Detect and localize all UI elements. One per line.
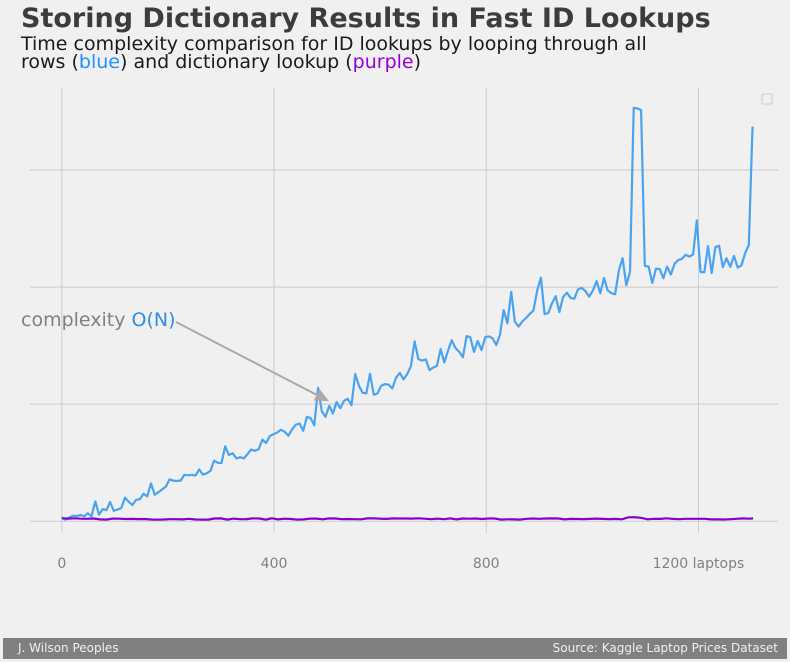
x-axis: 0 400 800 1200 laptops [57,556,744,572]
line-chart: 0 400 800 1200 laptops complexity O(N) [21,88,778,572]
subtitle-text-c: ) [413,51,422,73]
series-layer [61,106,755,521]
dict-lookup-series-line [61,516,754,521]
footer-bar: J. Wilson Peoples Source: Kaggle Laptop … [3,638,787,659]
grid [30,88,778,533]
chart-title: Storing Dictionary Results in Fast ID Lo… [21,3,711,34]
subtitle-text-a: rows ( [21,51,79,73]
x-tick-label: 800 [473,556,500,572]
loop-lookup-series-line [61,106,755,521]
legend-box [761,93,773,105]
subtitle-line-2: rows (blue) and dictionary lookup (purpl… [21,51,647,73]
annotation-text-a: complexity [21,309,132,331]
subtitle-blue-word: blue [78,51,120,73]
x-tick-label: 0 [57,556,66,572]
x-tick-label: 1200 laptops [653,556,745,572]
subtitle-purple-word: purple [352,51,414,73]
subtitle-line-1: Time complexity comparison for ID lookup… [21,33,647,55]
subtitle-text-b: ) and dictionary lookup ( [120,51,353,73]
annotation-arrow [175,321,318,396]
chart-subtitle: Time complexity comparison for ID lookup… [21,33,647,73]
annotation-label: complexity O(N) [21,309,176,331]
footer-author: J. Wilson Peoples [18,641,119,655]
annotation-text-b: O(N) [132,309,176,331]
x-tick-label: 400 [261,556,288,572]
annotation-arrowhead [313,389,330,402]
footer-source: Source: Kaggle Laptop Prices Dataset [552,641,778,655]
